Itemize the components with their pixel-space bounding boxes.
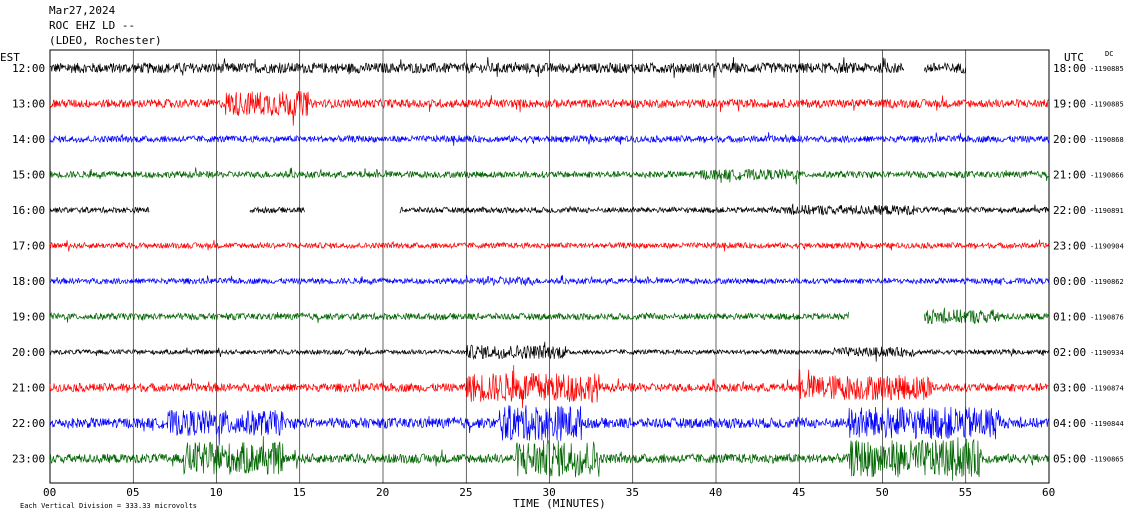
x-tick-label: 40 [709,486,722,499]
trace-1700 [49,239,1050,252]
est-hour-label: 15:00 [12,169,45,182]
header-network: (LDEO, Rochester) [49,34,162,47]
dc-offset-label: -1190934 [1090,349,1124,357]
x-tick-label: 10 [210,486,223,499]
dc-offset-label: -1190891 [1090,207,1124,215]
dc-label: DC [1105,50,1113,58]
est-hour-label: 20:00 [12,346,45,359]
header-date: Mar27,2024 [49,4,116,17]
est-label: EST [0,51,20,64]
x-tick-labels: 00 05 10 15 20 25 30 35 40 45 50 55 60 [43,486,1055,499]
utc-hour-label: 18:00 [1053,62,1086,75]
dc-offset-label: -1190904 [1090,243,1124,251]
utc-hour-label: 05:00 [1053,453,1086,466]
utc-label: UTC [1064,51,1084,64]
est-hour-label: 19:00 [12,311,45,324]
x-tick-label: 15 [293,486,306,499]
utc-hour-label: 20:00 [1053,133,1086,146]
dc-offset-label: -1190874 [1090,385,1124,393]
utc-hour-label: 22:00 [1053,204,1086,217]
est-hour-label: 21:00 [12,382,45,395]
x-tick-label: 35 [626,486,639,499]
est-hour-label: 22:00 [12,417,45,430]
trace-1500 [49,167,1050,185]
est-hour-label: 13:00 [12,98,45,111]
trace-2300 [49,436,1050,481]
x-tick-label: 55 [959,486,972,499]
utc-hour-label: 23:00 [1053,240,1086,253]
trace-1800 [49,274,1050,287]
utc-hour-label: 21:00 [1053,169,1086,182]
trace-2100 [49,365,1050,409]
x-tick-label: 00 [43,486,56,499]
dc-offset-label: -1190844 [1090,420,1124,428]
utc-hour-label: 19:00 [1053,98,1086,111]
utc-hour-label: 01:00 [1053,311,1086,324]
header-station: ROC EHZ LD -- [49,19,136,32]
est-hour-label: 17:00 [12,240,45,253]
x-axis-title: TIME (MINUTES) [513,497,606,510]
x-tick-label: 60 [1042,486,1055,499]
est-hour-label: 16:00 [12,204,45,217]
x-tick-label: 30 [543,486,556,499]
x-tick-label: 50 [876,486,889,499]
footer-scale-note: Each Vertical Division = 333.33 microvol… [20,502,197,510]
utc-hour-label: 04:00 [1053,417,1086,430]
trace-2000 [49,341,1050,362]
est-hour-label: 23:00 [12,453,45,466]
dc-offset-label: -1190885 [1090,101,1124,109]
x-tick-label: 05 [126,486,139,499]
est-hour-label: 12:00 [12,62,45,75]
trace-group [50,57,1049,481]
dc-offset-label: -1190885 [1090,65,1124,73]
est-hour-label: 14:00 [12,133,45,146]
trace-1400 [49,132,1050,146]
x-tick-label: 20 [376,486,389,499]
row-labels: 12:00 18:00 -1190885 13:00 19:00 -1190885 14:0… [12,62,1124,466]
trace-1900 [49,307,1050,325]
dc-offset-label: -1190868 [1090,136,1124,144]
trace-1300 [49,90,1050,126]
dc-offset-label: -1190865 [1090,456,1124,464]
est-hour-label: 18:00 [12,275,45,288]
utc-hour-label: 00:00 [1053,275,1086,288]
utc-hour-label: 03:00 [1053,382,1086,395]
dc-offset-label: -1190876 [1090,314,1124,322]
trace-2200 [49,405,1050,446]
trace-1600 [49,203,1050,216]
dc-offset-label: -1190866 [1090,172,1124,180]
minute-grid [132,50,967,483]
dc-offset-label: -1190862 [1090,278,1124,286]
x-tick-label: 25 [459,486,472,499]
utc-hour-label: 02:00 [1053,346,1086,359]
x-tick-label: 45 [792,486,805,499]
